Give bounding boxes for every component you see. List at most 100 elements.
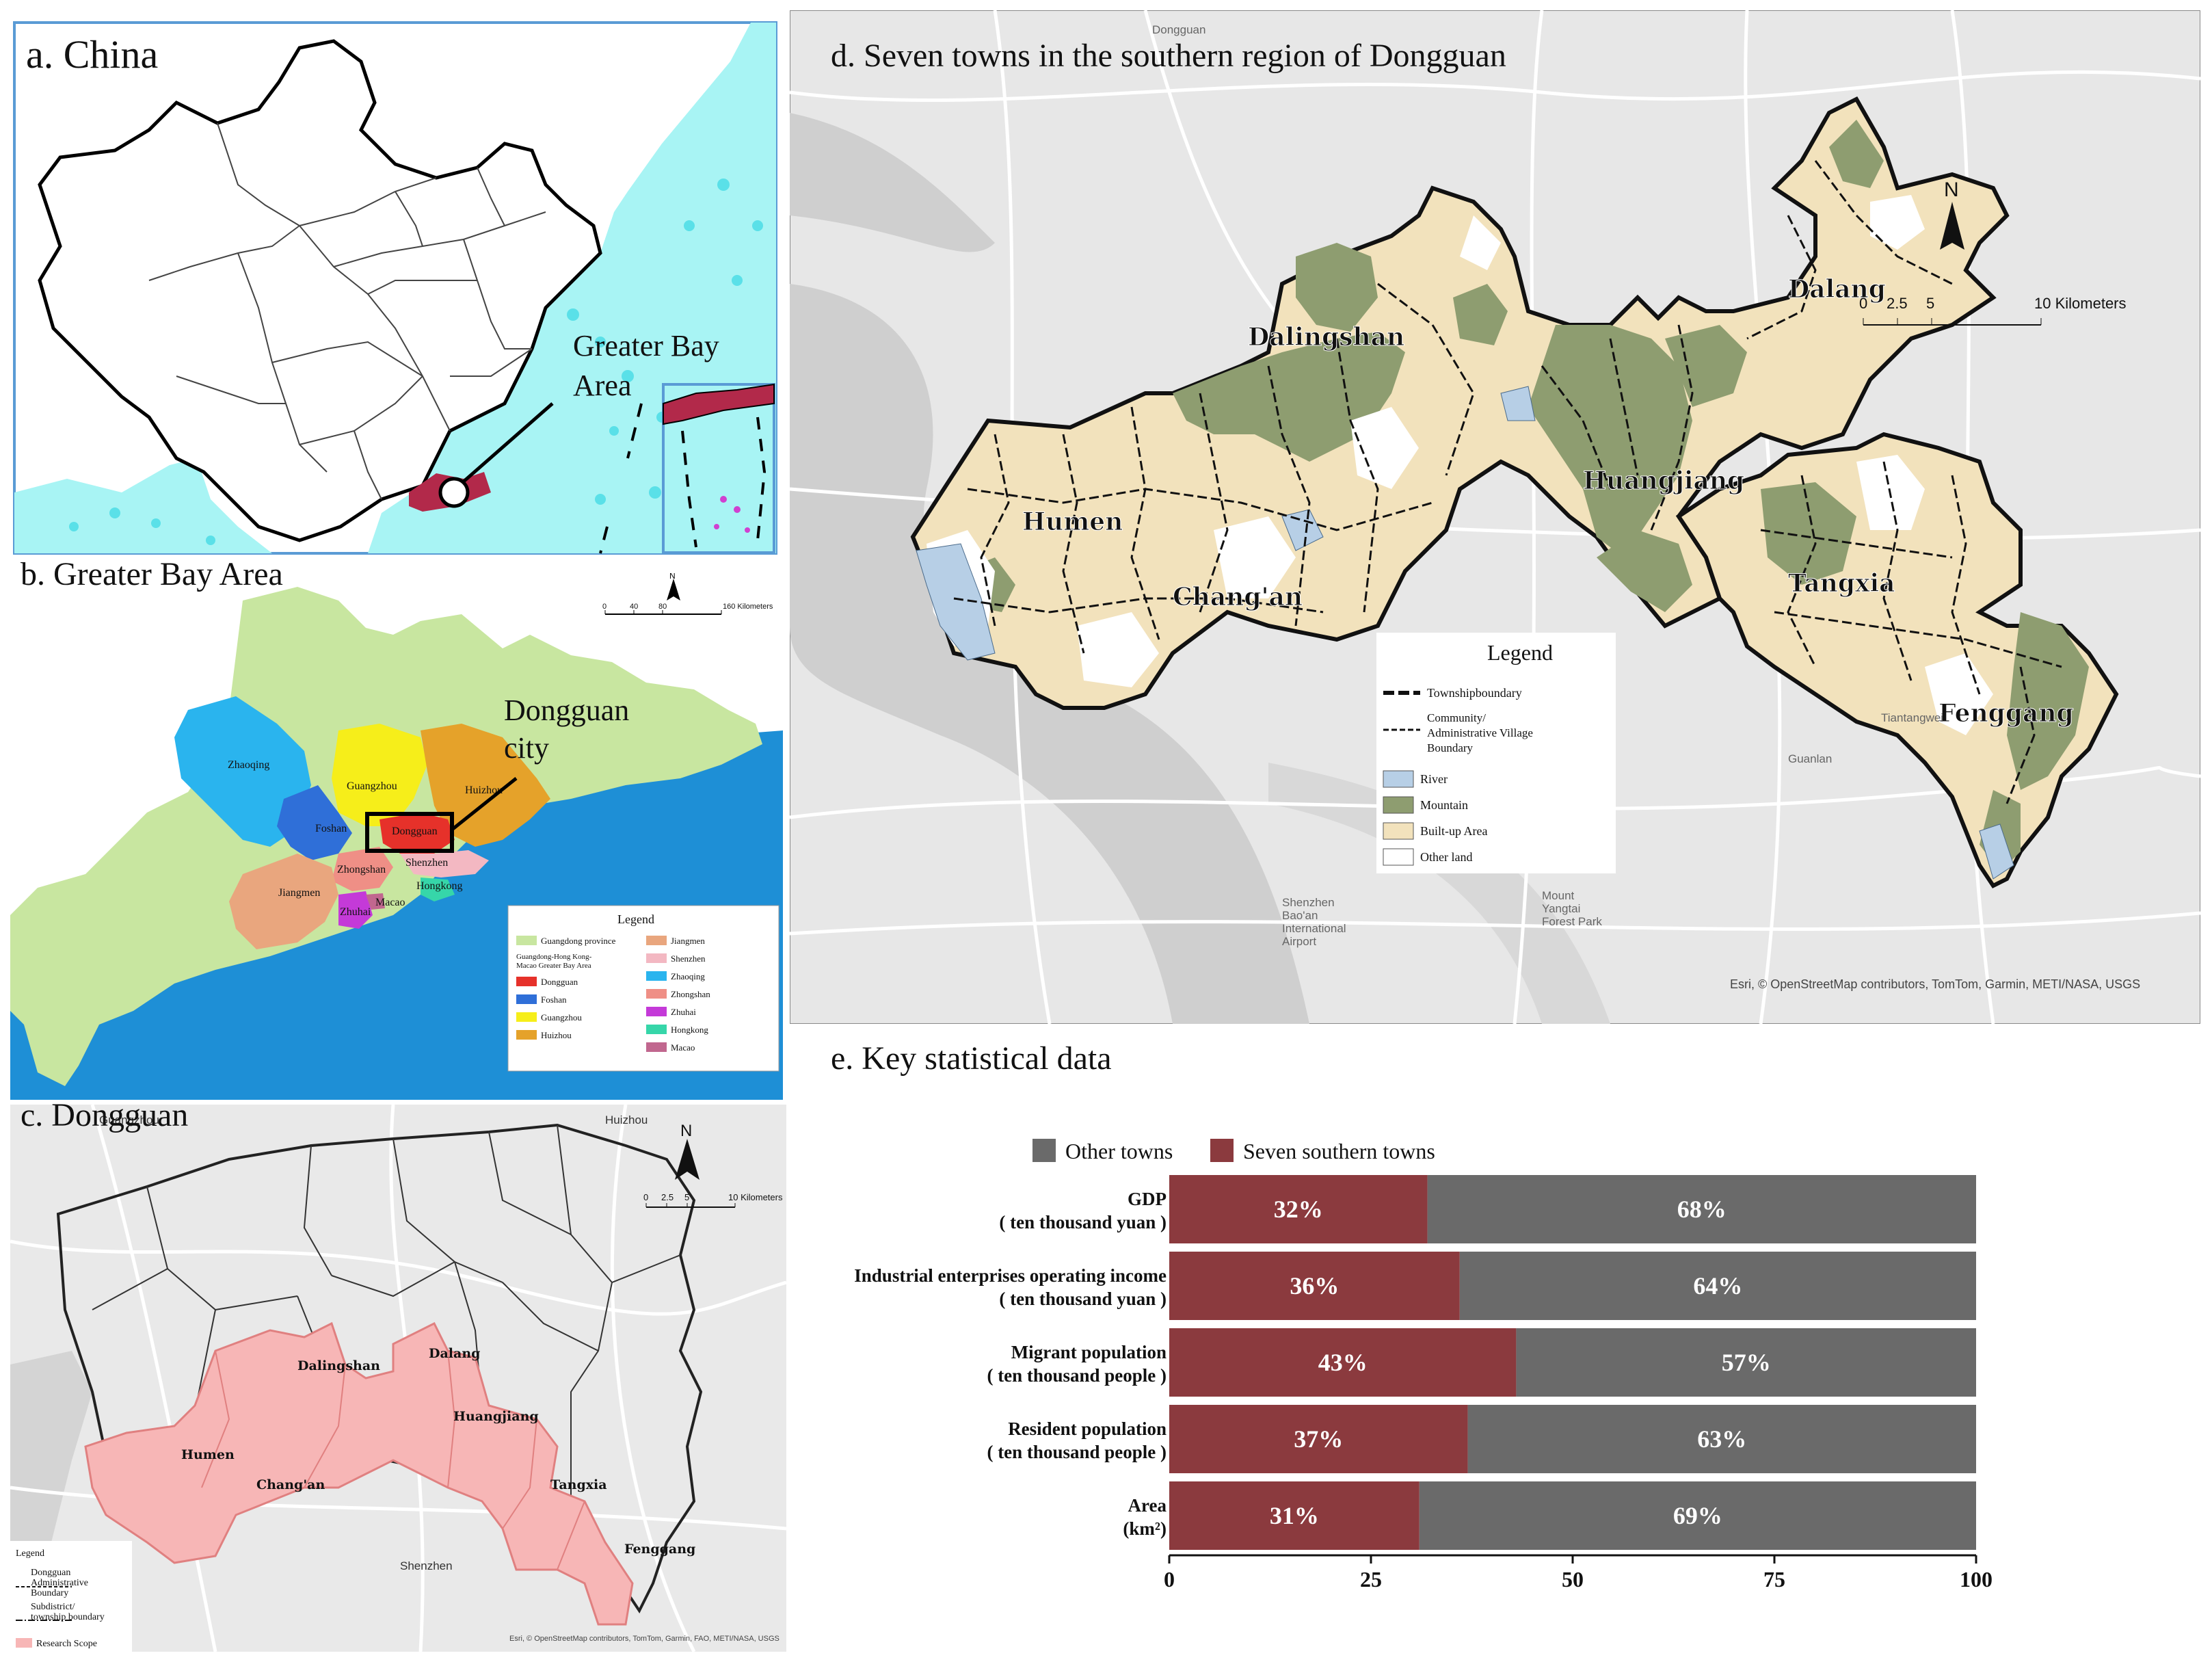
legend-guangzhou: Guangzhou — [541, 1012, 582, 1023]
d-scale-10: 10 Kilometers — [2034, 295, 2127, 312]
city-label-zhaoqing: Zhaoqing — [228, 759, 269, 771]
legend-zhuhai: Zhuhai — [671, 1007, 696, 1017]
dongguan-pointer — [451, 777, 518, 831]
c-town-fenggang: Fenggang — [624, 1542, 695, 1557]
city-label-hongkong: Hongkong — [416, 880, 463, 892]
city-label-jiangmen: Jiangmen — [278, 887, 320, 899]
c-scale-bar: 0 2.5 5 10 Kilometers — [643, 1192, 783, 1208]
c-town-dalingshan: Dalingshan — [297, 1358, 380, 1373]
place-guangzhou: Guangzhou — [99, 1113, 159, 1126]
legend-swatch-1 — [1210, 1139, 1234, 1162]
category-label-3: Resident population( ten thousand people… — [987, 1419, 1167, 1462]
bar-southern-3 — [1169, 1405, 1468, 1473]
d-place-tiantangwei: Tiantangwei — [1881, 711, 1943, 724]
d-river-2 — [790, 113, 995, 252]
d-place-yangtai: Mount Yangtai Forest Park — [1542, 889, 1602, 928]
panel-a-title: a. China — [26, 32, 159, 77]
gba-legend: Legend Guangdong province Guangdong-Hong… — [507, 905, 779, 1072]
dongguan-region — [379, 813, 455, 854]
c-legend-scope: Research Scope — [36, 1639, 97, 1649]
bar-other-1 — [1459, 1252, 1976, 1320]
legend-dongguan: Dongguan — [541, 977, 578, 987]
gba-legend-title: Legend — [617, 912, 654, 926]
legend-shenzhen: Shenzhen — [671, 953, 706, 964]
guangzhou-region — [332, 724, 427, 826]
d-north-arrow: N — [1940, 179, 1964, 250]
bar-other-0 — [1427, 1175, 1976, 1243]
c-town-humen: Humen — [181, 1447, 235, 1462]
d-scale-bar: 0 2.5 5 10 Kilometers — [1859, 295, 2127, 326]
bar-label-other-0: 68% — [1677, 1196, 1727, 1223]
svg-text:N: N — [1944, 179, 1959, 201]
gba-label-2: Area — [573, 369, 632, 402]
gba-label-1: Greater Bay — [573, 329, 719, 362]
study-area — [910, 96, 2010, 710]
c-town-dalang: Dalang — [429, 1346, 480, 1361]
panel-d-title: d. Seven towns in the southern region of… — [831, 38, 1506, 74]
d-town-dalingshan: Dalingshan — [1248, 323, 1404, 352]
place-shenzhen: Shenzhen — [400, 1559, 453, 1572]
c-scale-10: 10 Kilometers — [728, 1192, 783, 1202]
legend-gba: Guangdong-Hong Kong-Macao Greater Bay Ar… — [516, 953, 592, 970]
d-legend-builtup: Built-up Area — [1420, 824, 1487, 838]
jiangmen-region — [229, 854, 338, 949]
category-label-4: Area (km²) — [1123, 1495, 1167, 1539]
gba-scale-160: 160 Kilometers — [723, 603, 773, 611]
x-tick-label-3: 75 — [1763, 1567, 1785, 1592]
zhuhai-region — [338, 891, 373, 929]
c-town-tangxia: Tangxia — [550, 1477, 607, 1492]
gba-marker — [438, 477, 470, 508]
d-legend-village: Community/Administrative Village Boundary — [1427, 711, 1533, 754]
legend-foshan: Foshan — [541, 994, 567, 1005]
foshan-region — [277, 785, 352, 860]
city-label-guangzhou: Guangzhou — [347, 780, 397, 792]
d-town-huangjiang: Huangjiang — [1583, 466, 1744, 495]
bar-label-southern-3: 37% — [1294, 1425, 1343, 1453]
zhongshan-region — [332, 847, 393, 891]
d-river-3 — [1268, 763, 1610, 1024]
scope-internal-lines — [201, 1350, 585, 1570]
d-scale-0: 0 — [1859, 295, 1867, 312]
gba-north-arrow: N — [667, 573, 680, 601]
c-attribution: Esri, © OpenStreetMap contributors, TomT… — [509, 1635, 779, 1643]
bar-other-2 — [1516, 1328, 1976, 1397]
city-label-shenzhen: Shenzhen — [405, 857, 448, 869]
d-town-fenggang: Fenggang — [1938, 699, 2074, 728]
gba-scale-80: 80 — [658, 603, 667, 611]
c-town-huangjiang: Huangjiang — [453, 1409, 539, 1424]
legend-zhaoqing: Zhaoqing — [671, 971, 705, 981]
legend-hongkong: Hongkong — [671, 1025, 708, 1035]
dashed-sea-lines — [599, 403, 643, 554]
legend-swatch-0 — [1032, 1139, 1056, 1162]
gba-scale-0: 0 — [602, 603, 607, 611]
inset-islands — [714, 496, 750, 533]
category-label-0: GDP( ten thousand yuan ) — [999, 1189, 1167, 1232]
d-legend-township: Townshipboundary — [1427, 686, 1522, 700]
seven-towns-map: Dalang Dalingshan Humen Huangjiang Chang… — [790, 10, 2200, 1024]
d-legend-mountain: Mountain — [1420, 798, 1468, 812]
shenzhen-region — [400, 850, 489, 878]
d-place-airport: Shenzhen Bao'an International Airport — [1282, 896, 1346, 948]
gba-scale-40: 40 — [630, 603, 638, 611]
gba-scale-bar: 0 40 80 160 Kilometers — [602, 603, 773, 615]
legend-jiangmen: Jiangmen — [671, 936, 705, 946]
d-scale-2-5: 2.5 — [1887, 295, 1908, 312]
c-legend-title: Legend — [16, 1548, 44, 1559]
inset-coast — [663, 383, 775, 425]
category-label-2: Migrant population( ten thousand people … — [987, 1342, 1167, 1386]
panel-e-title: e. Key statistical data — [831, 1040, 1112, 1077]
city-label-foshan: Foshan — [315, 823, 347, 834]
x-tick-label-1: 25 — [1360, 1567, 1382, 1592]
d-place-dongguan: Dongguan — [1152, 23, 1205, 36]
c-legend: Legend Dongguan Administrative Boundary Su… — [10, 1541, 132, 1652]
c-north-arrow: N — [675, 1122, 699, 1180]
dongguan-highlight-box — [365, 812, 454, 853]
c-legend-admin: Dongguan Administrative Boundary — [31, 1568, 88, 1598]
d-place-guanlan: Guanlan — [1788, 752, 1832, 765]
bar-southern-4 — [1169, 1481, 1420, 1550]
bar-label-other-1: 64% — [1693, 1272, 1742, 1300]
bar-label-southern-4: 31% — [1270, 1502, 1319, 1529]
bar-label-southern-0: 32% — [1274, 1196, 1323, 1223]
d-town-changan: Chang'an — [1173, 583, 1303, 611]
zhaoqing-region — [174, 696, 311, 847]
